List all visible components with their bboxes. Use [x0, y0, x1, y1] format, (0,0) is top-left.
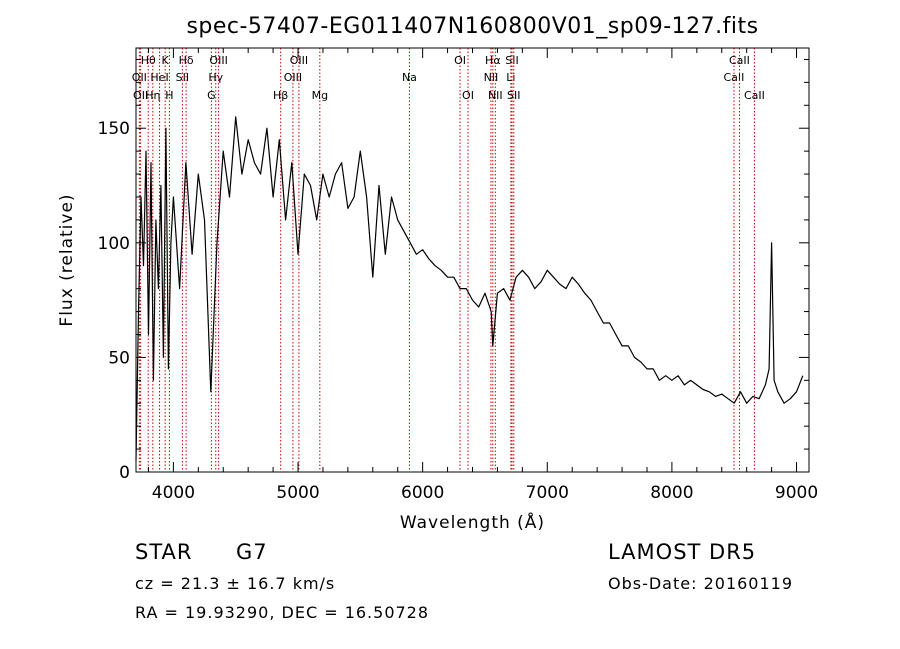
line-marker-label: H	[165, 89, 173, 102]
chart-title: spec-57407-EG011407N160800V01_sp09-127.f…	[186, 14, 758, 39]
y-tick-label: 100	[98, 234, 130, 254]
line-marker-label: SII	[505, 54, 518, 67]
line-marker-label: NII	[484, 71, 499, 84]
x-tick-label: 9000	[775, 483, 818, 503]
line-marker-label: NII	[488, 89, 503, 102]
object-class-label: STAR	[135, 540, 193, 564]
x-axis-label: Wavelength (Å)	[400, 511, 545, 533]
y-tick-label: 0	[119, 463, 130, 483]
line-marker-label: OIII	[284, 71, 302, 84]
x-tick-label: 4000	[152, 483, 195, 503]
line-marker-label: SII	[176, 71, 189, 84]
y-tick-label: 150	[98, 119, 130, 139]
survey-label: LAMOST DR5	[608, 540, 757, 564]
line-marker-label: SII	[507, 89, 520, 102]
line-marker-label: Mg	[312, 89, 328, 102]
line-marker-label: CaII	[729, 54, 750, 67]
line-marker-label: Hδ	[179, 54, 194, 67]
x-tick-label: 6000	[401, 483, 444, 503]
line-marker-label: CaII	[724, 71, 745, 84]
redshift-label: cz = 21.3 ± 16.7 km/s	[135, 574, 336, 593]
line-marker-label: Hα	[485, 54, 501, 67]
x-tick-label: 7000	[526, 483, 569, 503]
line-marker-label: Hγ	[208, 71, 223, 84]
line-marker-label: G	[207, 89, 216, 102]
line-marker-label: Li	[506, 71, 515, 84]
line-marker-label: OII	[133, 89, 148, 102]
line-marker-label: Hβ	[273, 89, 288, 102]
coordinates-label: RA = 19.93290, DEC = 16.50728	[135, 603, 430, 622]
line-marker-label: CaII	[744, 89, 765, 102]
y-axis-label: Flux (relative)	[57, 193, 77, 326]
line-marker-label: Hθ	[141, 54, 156, 67]
spectrum-line	[135, 116, 804, 461]
line-marker-label: HeI	[150, 71, 168, 84]
line-marker-label: OI	[462, 89, 474, 102]
x-tick-label: 5000	[276, 483, 319, 503]
line-marker-label: OI	[454, 54, 466, 67]
obs-date-label: Obs-Date: 20160119	[608, 574, 794, 593]
line-marker-label: OIII	[290, 54, 308, 67]
plot-frame	[135, 47, 810, 473]
line-marker-label: Na	[402, 71, 417, 84]
line-marker-label: OIII	[209, 54, 227, 67]
line-marker-label: K	[162, 54, 170, 67]
y-tick-label: 50	[108, 348, 130, 368]
subclass-label: G7	[236, 540, 268, 564]
line-marker-label: Hη	[145, 89, 160, 102]
x-tick-label: 8000	[650, 483, 693, 503]
